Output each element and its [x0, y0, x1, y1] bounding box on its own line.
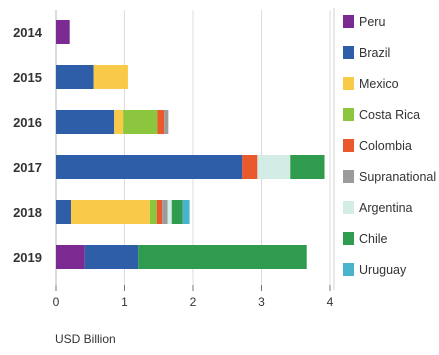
legend-label-argentina: Argentina [359, 201, 413, 215]
legend-swatch-uruguay [343, 263, 354, 276]
bar-2016-mexico [114, 110, 124, 134]
bar-2019-peru [56, 245, 85, 269]
bar-2018-supranational [162, 200, 168, 224]
bar-2018-argentina [167, 200, 172, 224]
x-axis-title: USD Billion [55, 332, 116, 346]
bar-2015-mexico [93, 65, 128, 89]
bar-2017-colombia [242, 155, 258, 179]
bar-2017-brazil [56, 155, 243, 179]
bar-2016-costa-rica [123, 110, 158, 134]
category-labels: 2014 2015 2016 2017 2018 2019 [13, 25, 43, 265]
x-axis: 0 1 2 3 4 [53, 285, 334, 309]
legend-label-brazil: Brazil [359, 46, 390, 60]
bar-2018-colombia [156, 200, 163, 224]
legend-swatch-colombia [343, 139, 354, 152]
category-label-2014: 2014 [13, 25, 43, 40]
bar-2017-chile [290, 155, 325, 179]
gridlines [55, 10, 331, 285]
category-label-2017: 2017 [13, 160, 42, 175]
legend-label-supranational: Supranational [359, 170, 436, 184]
legend-label-peru: Peru [359, 15, 385, 29]
bar-2018-mexico [71, 200, 150, 224]
category-label-2016: 2016 [13, 115, 42, 130]
legend-swatch-supranational [343, 170, 354, 183]
bar-2019-chile [138, 245, 307, 269]
legend-label-costa-rica: Costa Rica [359, 108, 420, 122]
bar-2017-argentina [257, 155, 291, 179]
bar-2018-costa-rica [149, 200, 157, 224]
bar-2016-supranational [164, 110, 169, 134]
legend-swatch-costa-rica [343, 108, 354, 121]
bar-2016-colombia [157, 110, 165, 134]
legend-swatch-argentina [343, 201, 354, 214]
legend-label-mexico: Mexico [359, 77, 399, 91]
legend: Peru Brazil Mexico Costa Rica Colombia Supran… [333, 8, 436, 290]
x-tick-label-1: 1 [121, 295, 128, 309]
category-label-2018: 2018 [13, 205, 42, 220]
legend-swatch-mexico [343, 77, 354, 90]
x-tick-label-2: 2 [190, 295, 197, 309]
legend-label-chile: Chile [359, 232, 388, 246]
bar-2018-uruguay [182, 200, 190, 224]
x-tick-label-3: 3 [258, 295, 265, 309]
bar-2019-brazil [84, 245, 139, 269]
x-tick-label-4: 4 [327, 295, 334, 309]
legend-label-colombia: Colombia [359, 139, 412, 153]
legend-swatch-brazil [343, 46, 354, 59]
bar-2016-brazil [56, 110, 115, 134]
bar-2015-brazil [56, 65, 94, 89]
legend-label-uruguay: Uruguay [359, 263, 407, 277]
legend-swatch-peru [343, 15, 354, 28]
category-label-2019: 2019 [13, 250, 42, 265]
category-label-2015: 2015 [13, 70, 42, 85]
legend-swatch-chile [343, 232, 354, 245]
bars [56, 20, 325, 269]
x-tick-label-0: 0 [53, 295, 60, 309]
bar-2014-peru [56, 20, 70, 44]
bar-2018-chile [171, 200, 183, 224]
bar-2018-brazil [56, 200, 72, 224]
